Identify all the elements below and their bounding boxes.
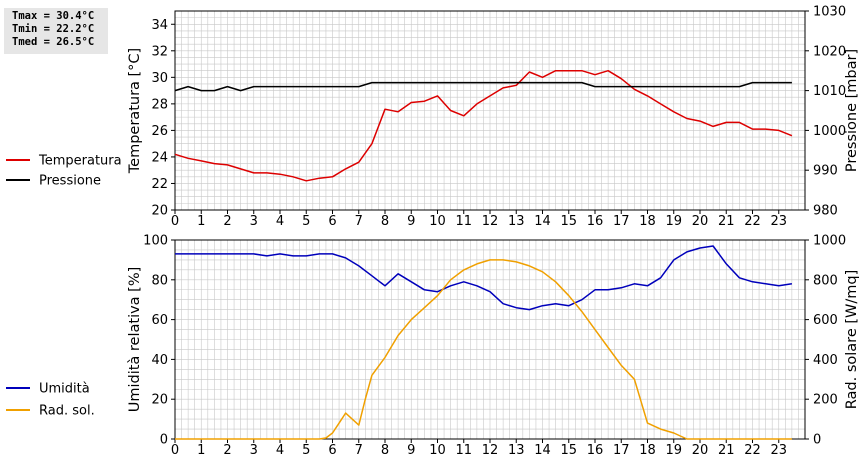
x-tick-label: 2	[223, 214, 231, 229]
x-tick-label: 3	[250, 214, 258, 229]
x-tick-label: 6	[328, 214, 336, 229]
left-tick-label: 0	[160, 433, 168, 448]
x-tick-label: 15	[560, 443, 577, 458]
right-tick-label: 600	[813, 313, 838, 328]
x-tick-label: 21	[718, 214, 735, 229]
x-tick-label: 20	[692, 443, 709, 458]
x-tick-label: 12	[482, 443, 499, 458]
x-tick-label: 13	[508, 214, 525, 229]
series-line-rad-sol	[175, 259, 792, 440]
left-tick-label: 80	[151, 273, 168, 288]
x-tick-label: 14	[534, 214, 551, 229]
stats-box: Tmax = 30.4°C Tmin = 22.2°C Tmed = 26.5°…	[4, 8, 108, 54]
right-tick-label: 980	[813, 204, 838, 219]
right-tick-label: 1000	[813, 234, 846, 249]
legend-label-pressione: Pressione	[39, 174, 101, 189]
left-tick-label: 20	[151, 204, 168, 219]
x-tick-label: 11	[455, 214, 472, 229]
x-tick-label: 8	[381, 443, 389, 458]
right-tick-label: 1000	[813, 124, 846, 139]
x-tick-label: 3	[250, 443, 258, 458]
left-tick-label: 100	[143, 234, 168, 249]
x-tick-label: 4	[276, 443, 284, 458]
x-tick-label: 16	[587, 214, 604, 229]
x-tick-label: 0	[171, 214, 179, 229]
x-tick-label: 23	[770, 443, 787, 458]
x-tick-label: 1	[197, 443, 205, 458]
x-tick-label: 20	[692, 214, 709, 229]
legend-label-rad-sol: Rad. sol.	[39, 404, 95, 419]
x-tick-label: 11	[455, 443, 472, 458]
x-tick-label: 22	[744, 214, 761, 229]
right-tick-label: 990	[813, 164, 838, 179]
x-tick-label: 12	[482, 214, 499, 229]
x-tick-label: 17	[613, 214, 630, 229]
series-line-pressione	[174, 81, 792, 92]
y-axis-label-right: Rad. solare [W/mq]	[844, 270, 860, 409]
x-tick-label: 13	[508, 443, 525, 458]
x-tick-label: 18	[639, 443, 656, 458]
x-tick-label: 15	[560, 214, 577, 229]
y-axis-label-right: Pressione [mbar]	[844, 49, 860, 172]
right-tick-label: 800	[813, 273, 838, 288]
grid	[174, 239, 806, 440]
right-tick-label: 1010	[813, 84, 846, 99]
x-tick-label: 1	[197, 214, 205, 229]
grid	[174, 10, 806, 211]
x-tick-label: 6	[328, 443, 336, 458]
left-tick-label: 34	[151, 18, 168, 33]
tmed-text: Tmed = 26.5°C	[12, 36, 95, 48]
x-tick-label: 8	[381, 214, 389, 229]
x-tick-label: 4	[276, 214, 284, 229]
x-tick-label: 19	[665, 443, 682, 458]
left-tick-label: 22	[151, 177, 168, 192]
x-tick-label: 21	[718, 443, 735, 458]
right-tick-label: 1030	[813, 5, 846, 20]
left-tick-label: 60	[151, 313, 168, 328]
left-tick-label: 30	[151, 71, 168, 86]
x-tick-label: 23	[770, 214, 787, 229]
series-line-temperatura	[174, 69, 793, 182]
right-tick-label: 200	[813, 393, 838, 408]
x-tick-label: 14	[534, 443, 551, 458]
y-axis-label-left: Umidità relativa [%]	[127, 267, 143, 413]
x-tick-label: 19	[665, 214, 682, 229]
right-tick-label: 0	[813, 433, 821, 448]
x-tick-label: 17	[613, 443, 630, 458]
x-tick-label: 9	[407, 214, 415, 229]
x-tick-label: 0	[171, 443, 179, 458]
x-tick-label: 22	[744, 443, 761, 458]
y-axis-label-left: Temperatura [°C]	[127, 48, 143, 174]
x-tick-label: 7	[355, 214, 363, 229]
x-tick-label: 5	[302, 443, 310, 458]
x-tick-label: 18	[639, 214, 656, 229]
left-tick-label: 24	[151, 150, 168, 165]
x-tick-label: 16	[587, 443, 604, 458]
x-tick-label: 5	[302, 214, 310, 229]
left-tick-label: 26	[151, 124, 168, 139]
legend-label-umidita: Umidità	[39, 382, 90, 397]
legend-label-temperatura: Temperatura	[38, 154, 122, 169]
x-tick-label: 7	[355, 443, 363, 458]
tmin-text: Tmin = 22.2°C	[12, 23, 95, 35]
x-tick-label: 10	[429, 443, 446, 458]
left-tick-label: 32	[151, 44, 168, 59]
left-tick-label: 20	[151, 393, 168, 408]
left-tick-label: 28	[151, 97, 168, 112]
x-tick-label: 2	[223, 443, 231, 458]
x-tick-label: 10	[429, 214, 446, 229]
right-tick-label: 400	[813, 353, 838, 368]
x-tick-label: 9	[407, 443, 415, 458]
left-tick-label: 40	[151, 353, 168, 368]
tmax-text: Tmax = 30.4°C	[12, 10, 95, 22]
right-tick-label: 1020	[813, 44, 846, 59]
series-line-umidita	[175, 245, 793, 311]
